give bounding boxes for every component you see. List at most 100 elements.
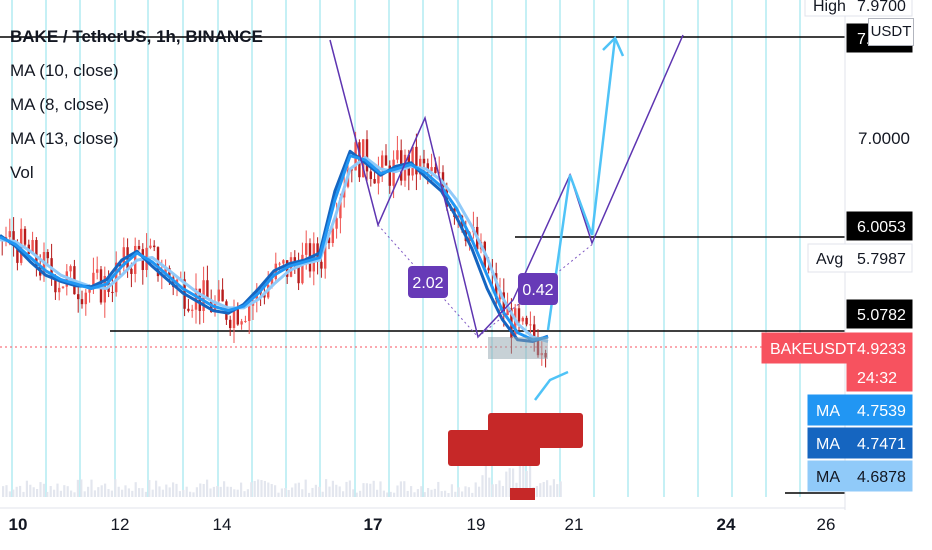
- target-arrow-head: [602, 35, 625, 57]
- volume-bar: [178, 491, 181, 497]
- volume-bar: [141, 488, 144, 497]
- ma10-legend[interactable]: MA (10, close): [10, 61, 119, 80]
- candle-body: [495, 273, 498, 300]
- volume-bar: [144, 491, 147, 497]
- volume-bar: [471, 492, 474, 497]
- ma13-legend[interactable]: MA (13, close): [10, 129, 119, 148]
- candle-body: [111, 291, 114, 293]
- volume-bar: [199, 483, 202, 497]
- volume-bar: [345, 481, 348, 497]
- volume-bar: [376, 489, 379, 497]
- volume-bar: [318, 486, 321, 497]
- volume-bar: [185, 486, 188, 497]
- time-tick-label: 21: [565, 515, 584, 534]
- candle-body: [327, 237, 331, 244]
- candle-body: [373, 179, 376, 184]
- volume-bar: [270, 484, 273, 497]
- candle-body: [514, 308, 517, 339]
- volume-bar: [355, 492, 358, 497]
- volume-bar: [131, 490, 134, 497]
- volume-bar: [236, 489, 239, 497]
- label-box: [510, 488, 535, 500]
- horizontal-levels[interactable]: [0, 36, 845, 494]
- volume-bar: [36, 489, 39, 497]
- volume-bar: [379, 481, 382, 497]
- shaded-zone: [488, 337, 548, 359]
- price-label-value: 4.9233: [857, 341, 906, 358]
- volume-bar: [338, 486, 341, 497]
- pattern-drawings[interactable]: 2.02 0.42: [329, 34, 684, 500]
- volume-legend[interactable]: Vol: [10, 163, 34, 182]
- ma8-legend[interactable]: MA (8, close): [10, 95, 110, 114]
- volume-bar: [484, 461, 487, 497]
- volume-bar: [148, 480, 151, 497]
- time-scale[interactable]: 10 12 14 17 19 21 24 26: [0, 507, 845, 534]
- candle-body: [149, 245, 152, 248]
- price-label-value: 24:32: [857, 370, 897, 387]
- price-label-bg: [846, 362, 913, 392]
- candle-body: [422, 158, 426, 164]
- volume-bar: [342, 491, 345, 497]
- volume-bar: [124, 485, 127, 497]
- candle-body: [312, 243, 315, 272]
- candle-body: [137, 245, 141, 250]
- candle-body: [232, 307, 236, 329]
- ratio-label-0-42-bg: [518, 273, 558, 305]
- volume-bar: [229, 486, 232, 497]
- price-label-value: 6.0053: [857, 219, 906, 236]
- candle-body: [415, 146, 418, 175]
- candle-body: [525, 317, 528, 325]
- volume-bars: [2, 455, 562, 497]
- candle-body: [248, 305, 251, 322]
- volume-bar: [263, 480, 266, 497]
- price-label-name: MA: [816, 403, 840, 420]
- volume-bar: [413, 492, 416, 497]
- volume-bar: [19, 485, 22, 497]
- volume-bar: [172, 482, 175, 497]
- volume-bar: [161, 489, 164, 497]
- volume-bar: [253, 480, 256, 497]
- volume-bar: [49, 486, 52, 497]
- candle-body: [80, 299, 84, 305]
- volume-bar: [212, 486, 215, 497]
- price-label-value: 4.6878: [857, 469, 906, 486]
- volume-bar: [467, 487, 470, 497]
- candle-body: [335, 218, 338, 229]
- candle-body: [331, 228, 334, 244]
- volume-bar: [158, 486, 161, 497]
- volume-bar: [46, 491, 49, 497]
- currency-label[interactable]: USDT: [868, 18, 914, 46]
- volume-bar: [56, 483, 59, 497]
- volume-bar: [168, 487, 171, 497]
- volume-bar: [127, 488, 130, 497]
- volume-bar: [314, 484, 317, 497]
- volume-bar: [359, 490, 362, 497]
- price-label-bg: [807, 243, 913, 273]
- volume-bar: [464, 486, 467, 497]
- time-tick-label: 14: [213, 515, 232, 534]
- candle-body: [411, 146, 414, 176]
- ratio-label-0-42: 0.42: [522, 282, 553, 299]
- candle-body: [191, 309, 194, 311]
- volume-bar: [488, 477, 491, 497]
- volume-bar: [539, 483, 542, 497]
- candle-body: [122, 247, 125, 267]
- volume-bar: [240, 482, 243, 497]
- volume-bar: [495, 484, 498, 497]
- candle-body: [324, 237, 327, 269]
- volume-bar: [117, 486, 120, 497]
- candle-body: [88, 287, 91, 293]
- volume-bar: [291, 487, 294, 497]
- volume-bar: [25, 480, 28, 497]
- candle-body: [426, 163, 429, 172]
- volume-bar: [518, 463, 521, 497]
- candle-body: [187, 308, 190, 311]
- symbol-title[interactable]: BAKE / TetherUS, 1h, BINANCE: [10, 27, 263, 46]
- volume-bar: [97, 487, 100, 497]
- volume-bar: [138, 488, 141, 497]
- price-label-value: 5.7987: [857, 251, 906, 268]
- candle-body: [521, 317, 524, 322]
- volume-bar: [22, 491, 25, 497]
- candle-body: [498, 292, 502, 300]
